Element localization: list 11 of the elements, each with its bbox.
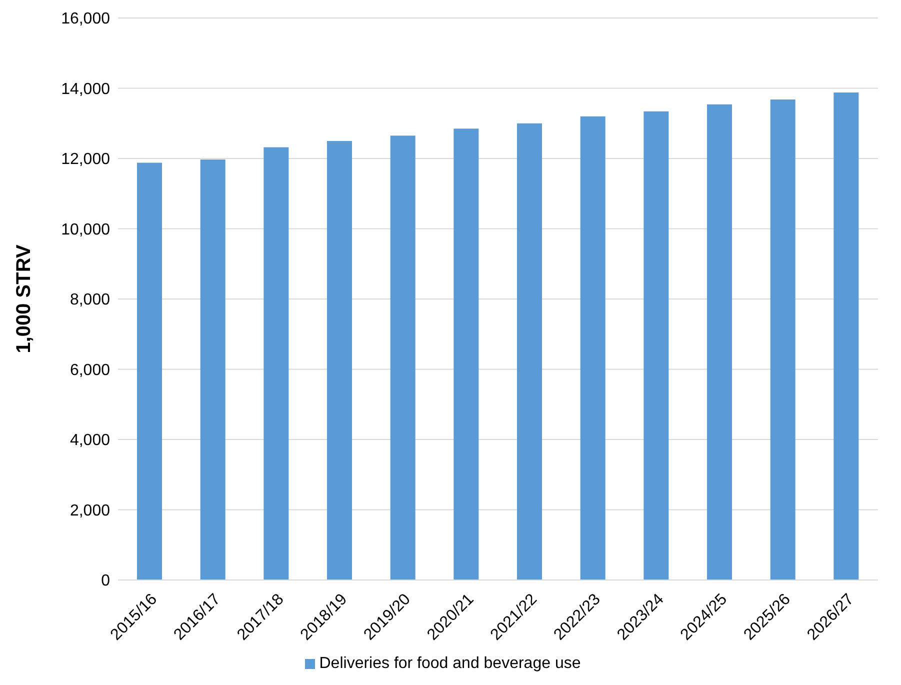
legend-label: Deliveries for food and beverage use: [319, 655, 581, 672]
y-tick-label: 16,000: [61, 10, 110, 28]
y-tick-label: 10,000: [61, 221, 110, 238]
y-tick-label: 8,000: [70, 292, 110, 309]
y-tick-label: 6,000: [70, 362, 110, 379]
y-tick-label: 0: [101, 572, 110, 590]
y-axis-title: 1,000 STRV: [13, 244, 36, 354]
y-tick-label: 12,000: [61, 151, 110, 168]
y-tick-label: 4,000: [70, 432, 110, 450]
y-tick-label: 14,000: [61, 80, 110, 98]
y-tick-label: 2,000: [70, 502, 110, 520]
